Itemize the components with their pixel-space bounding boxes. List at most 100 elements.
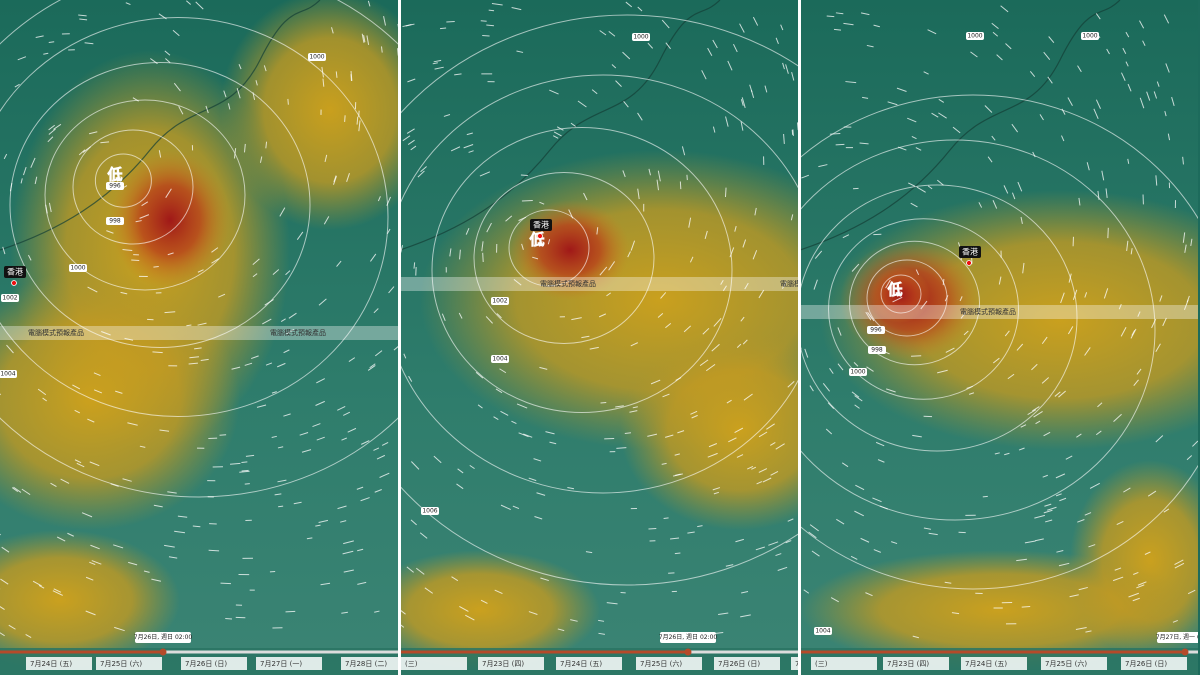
wind-arrow [533, 458, 542, 462]
wind-arrow [264, 299, 274, 306]
timeline-current: 7月27日, 週一 02:00 [1156, 633, 1200, 641]
timeline-day-bg[interactable] [1041, 657, 1107, 670]
wind-arrow [657, 312, 664, 318]
timeline-day-bg[interactable] [961, 657, 1027, 670]
wind-arrow [1044, 519, 1053, 523]
wind-arrow [675, 377, 682, 381]
wind-arrow [927, 185, 933, 190]
wind-arrow [758, 468, 768, 473]
wind-arrow [681, 146, 686, 156]
wind-arrow [120, 291, 128, 295]
wind-arrow [1121, 72, 1126, 81]
wind-arrow [707, 452, 718, 458]
wind-arrow [811, 550, 820, 557]
wind-arrow [408, 375, 413, 382]
isobar-label: 1006 [422, 508, 437, 515]
wind-arrow [725, 564, 734, 567]
timeline-day-bg[interactable] [256, 657, 322, 670]
wind-arrow [419, 532, 428, 539]
wind-arrow [674, 453, 680, 456]
wind-arrow [151, 578, 162, 582]
isobar-label: 1002 [492, 298, 507, 305]
wind-arrow [897, 146, 907, 151]
wind-arrow [262, 318, 272, 325]
timeline-day-bg[interactable] [714, 657, 780, 670]
wind-arrow [518, 216, 527, 222]
wind-arrow [1004, 330, 1010, 337]
wind-arrow [912, 635, 920, 639]
timeline-day-bg[interactable] [26, 657, 92, 670]
wind-arrow [1032, 406, 1040, 412]
wind-arrow [1043, 509, 1053, 514]
wind-arrow [968, 392, 975, 395]
isobar-label-bg [491, 355, 509, 363]
wind-arrow [158, 150, 162, 158]
wind-arrow [197, 269, 204, 273]
wind-arrow [459, 249, 461, 260]
timeline-day-bg[interactable] [96, 657, 162, 670]
wind-arrow [1139, 97, 1145, 109]
isobar-label-bg [1, 294, 19, 302]
wind-arrow [1155, 435, 1164, 443]
wind-arrow [851, 391, 860, 398]
wind-arrow [991, 22, 999, 30]
wind-arrow [159, 429, 170, 432]
wind-arrow [241, 469, 249, 472]
wind-arrow [114, 626, 125, 632]
isobar [828, 218, 1019, 400]
timeline-day-bg[interactable] [883, 657, 949, 670]
timeline-handle[interactable] [684, 648, 692, 656]
wind-arrow [1075, 626, 1087, 630]
isobar-label-bg [69, 264, 87, 272]
wind-arrow [479, 171, 491, 177]
wind-arrow [608, 31, 616, 37]
wind-arrow [400, 609, 406, 615]
wind-arrow [822, 382, 831, 392]
timeline-day-bg[interactable] [401, 657, 467, 670]
wind-arrow [885, 279, 891, 289]
timeline-day-bg[interactable] [1121, 657, 1187, 670]
wind-arrow [441, 313, 446, 321]
wind-arrow [141, 201, 149, 207]
wind-arrow [1089, 482, 1100, 489]
wind-arrow [866, 44, 874, 48]
wind-arrow [787, 518, 794, 522]
wind-arrow [1127, 83, 1132, 92]
wind-arrow [523, 433, 533, 438]
wind-arrow [712, 487, 721, 491]
wind-arrow [1199, 129, 1200, 135]
timeline-day: 7月25日 (六) [100, 659, 142, 668]
wind-arrow [875, 441, 885, 447]
wind-arrow [360, 497, 370, 502]
wind-arrow [865, 592, 873, 597]
timeline-day: (三) [405, 660, 418, 668]
timeline-day-bg[interactable] [636, 657, 702, 670]
timeline-handle[interactable] [159, 648, 167, 656]
timeline-day-bg[interactable] [811, 657, 877, 670]
timeline-day: 7月24日 (五) [965, 660, 1007, 668]
wind-arrow [321, 66, 324, 78]
timeline-day-bg[interactable] [556, 657, 622, 670]
wind-arrow [1106, 48, 1110, 55]
wind-arrow [661, 462, 667, 465]
wind-arrow [167, 252, 174, 256]
wind-arrow [1097, 190, 1100, 200]
wind-arrow [373, 447, 380, 451]
wind-arrow [434, 66, 444, 70]
wind-arrow [494, 589, 503, 595]
wind-arrow [1047, 76, 1053, 84]
wind-arrow [1084, 347, 1091, 356]
timeline-day-bg[interactable] [181, 657, 247, 670]
wind-arrow [45, 204, 48, 214]
timeline-day-bg[interactable] [791, 657, 857, 670]
wind-arrow [56, 536, 66, 542]
timeline-handle[interactable] [1181, 648, 1189, 656]
wind-arrow [775, 443, 785, 450]
wind-arrow [931, 112, 939, 118]
timeline-day-bg[interactable] [478, 657, 544, 670]
timeline-day-bg[interactable] [341, 657, 407, 670]
isobar-label-bg [106, 217, 124, 225]
wind-arrow [718, 612, 729, 616]
wind-arrow [88, 131, 98, 135]
coastline [400, 0, 721, 251]
